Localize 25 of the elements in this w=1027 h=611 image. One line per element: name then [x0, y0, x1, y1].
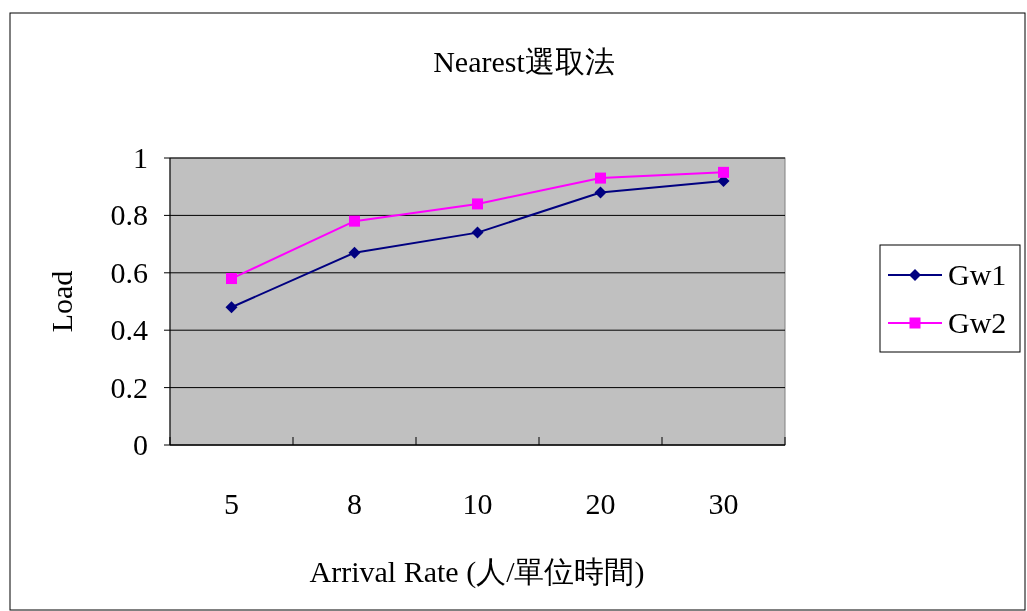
point — [472, 198, 483, 210]
x-tick-label: 8 — [347, 487, 362, 520]
point — [226, 273, 237, 285]
point — [225, 301, 238, 314]
x-axis-title: Arrival Rate (人/單位時間) — [309, 555, 645, 589]
chart-title: Nearest選取法 — [433, 45, 615, 78]
y-tick-label: 0.4 — [110, 313, 148, 347]
y-tick-label: 0 — [133, 428, 148, 461]
y-tick-label: 0.8 — [110, 198, 148, 232]
x-tick-label: 10 — [462, 487, 493, 520]
x-tick-label: 5 — [224, 487, 239, 520]
point — [594, 186, 607, 199]
point — [471, 226, 484, 239]
point — [349, 215, 360, 227]
x-tick-label: 30 — [708, 487, 739, 520]
point — [348, 246, 361, 259]
point — [718, 166, 729, 178]
y-tick-label: 0.6 — [110, 255, 148, 289]
y-tick-label: 0.2 — [110, 370, 148, 404]
x-tick-label: 20 — [585, 487, 616, 520]
legend-label: Gw1 — [948, 258, 1007, 291]
point — [595, 172, 606, 184]
legend-label: Gw2 — [948, 306, 1007, 339]
y-tick-label: 1 — [133, 141, 148, 174]
y-axis-title: Load — [45, 270, 78, 333]
